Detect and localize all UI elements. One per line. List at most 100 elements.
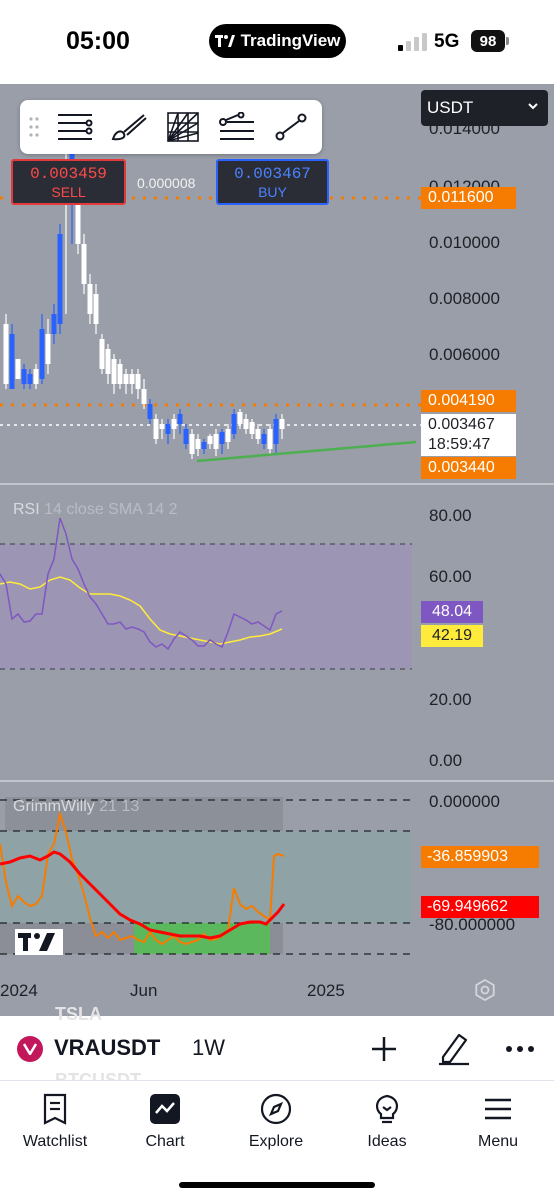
home-indicator <box>179 1182 375 1188</box>
candle-body <box>81 244 87 284</box>
nav-chart[interactable]: Chart <box>115 1091 215 1151</box>
candle-body <box>279 419 285 429</box>
drawing-toolbar <box>20 100 322 154</box>
drag-handle-icon[interactable] <box>20 100 48 154</box>
candle-body <box>255 429 261 439</box>
buy-button[interactable]: 0.003467 BUY <box>216 159 329 205</box>
candle-body <box>117 364 123 384</box>
network-type: 5G <box>434 31 460 52</box>
candle-body <box>261 434 267 444</box>
rsi-axis: 80.00 60.00 20.00 0.00 <box>429 506 472 770</box>
time-label-2024: 2024 <box>0 981 38 1000</box>
candle-body <box>147 404 153 419</box>
gw-teal-zone <box>0 831 412 923</box>
candle-body <box>219 432 225 444</box>
rsi-axis-label: 80.00 <box>429 506 472 525</box>
candle-body <box>213 434 219 449</box>
lower-level-tag: 0.003440 <box>421 457 516 479</box>
rsi-axis-label: 0.00 <box>429 751 462 770</box>
candle-body <box>177 414 183 424</box>
sell-button[interactable]: 0.003459 SELL <box>11 159 126 205</box>
candle-body <box>99 339 105 369</box>
tradingview-pill[interactable]: TradingView <box>209 24 346 58</box>
pen-icon[interactable] <box>437 1030 471 1066</box>
candle-body <box>57 234 63 324</box>
bottom-nav: Watchlist Chart Explore Ideas <box>0 1080 554 1200</box>
add-icon[interactable] <box>369 1034 399 1064</box>
symbol-bar: TSLA VRAUSDT 1W BTCUSDT <box>0 1004 554 1090</box>
gw-green-zone <box>134 923 270 954</box>
nav-explore[interactable]: Explore <box>226 1091 326 1151</box>
candle-body <box>159 424 165 429</box>
candle-body <box>237 412 243 424</box>
rsi-value-tag: 48.04 <box>421 601 483 623</box>
time-label-2025: 2025 <box>307 981 345 1000</box>
candle-body <box>129 374 135 384</box>
candle-body <box>45 334 51 364</box>
rsi-axis-label: 20.00 <box>429 690 472 709</box>
nav-watchlist[interactable]: Watchlist <box>5 1091 105 1151</box>
gann-fan-tool-icon[interactable] <box>156 100 210 154</box>
gw-axis: 0.000000 -80.000000 <box>429 792 515 934</box>
gw-axis-label: -80.000000 <box>429 915 515 934</box>
trend-line-tool-icon[interactable] <box>264 100 318 154</box>
gw-slow-value-tag: -69.949662 <box>421 896 539 918</box>
time-label-jun: Jun <box>130 981 158 1000</box>
symbol-name[interactable]: VRAUSDT <box>54 1035 161 1060</box>
candle-body <box>183 429 189 444</box>
candle-body <box>123 374 129 384</box>
chart-canvas[interactable]: 0.0140000.0120000.0100000.0080000.006000… <box>0 84 554 1016</box>
status-time: 05:00 <box>66 27 130 55</box>
candle-body <box>189 434 195 454</box>
candle-body <box>3 324 9 384</box>
watchlist-icon <box>37 1091 73 1127</box>
rsi-line <box>0 517 283 651</box>
candle-body <box>153 419 159 439</box>
nav-label: Watchlist <box>22 1133 88 1150</box>
cellular-signal-icon <box>398 33 427 51</box>
chart-settings-icon[interactable] <box>474 979 496 1001</box>
rsi-title: RSI <box>13 501 40 518</box>
hamburger-icon <box>480 1091 516 1127</box>
battery-tip <box>506 37 509 45</box>
candle-body <box>273 419 279 444</box>
nav-menu[interactable]: Menu <box>448 1091 548 1151</box>
candle-countdown: 18:59:47 <box>428 436 491 453</box>
candle-body <box>15 359 21 379</box>
candle-body <box>9 334 15 389</box>
candle-body <box>105 349 111 374</box>
fib-retracement-tool-icon[interactable] <box>48 100 102 154</box>
candle-body <box>39 329 45 379</box>
price-axis-label: 0.006000 <box>429 345 500 364</box>
buy-label: BUY <box>258 184 287 200</box>
interval-selector[interactable]: 1W <box>192 1035 225 1060</box>
nav-label: Menu <box>477 1133 519 1150</box>
gw-title-band <box>5 797 283 831</box>
compass-icon <box>258 1091 294 1127</box>
tradingview-watermark-icon <box>15 929 63 955</box>
candle-body <box>33 369 39 384</box>
status-bar: 05:00 TradingView 5G 98 <box>0 0 554 84</box>
pitchfork-tool-icon[interactable] <box>210 100 264 154</box>
upper-level-tag: 0.011600 <box>421 187 516 209</box>
sell-price: 0.003459 <box>30 165 107 183</box>
lightbulb-icon <box>369 1091 405 1127</box>
more-icon[interactable] <box>504 1034 536 1064</box>
currency-select[interactable]: USDT <box>421 90 548 126</box>
battery-icon: 98 <box>471 30 505 52</box>
rsi-legend[interactable]: RSI 14 close SMA 14 2 <box>13 501 178 519</box>
buy-price: 0.003467 <box>234 165 311 183</box>
brush-tool-icon[interactable] <box>102 100 156 154</box>
nav-ideas[interactable]: Ideas <box>337 1091 437 1151</box>
chart-area[interactable]: 0.0140000.0120000.0100000.0080000.006000… <box>0 84 554 1016</box>
price-axis-label: 0.010000 <box>429 233 500 252</box>
rsi-params: 14 close SMA 14 2 <box>44 501 178 518</box>
current-price-tag: 0.003467 18:59:47 <box>421 414 516 456</box>
tradingview-logo-icon <box>214 35 235 47</box>
gw-legend[interactable]: GrimmWilly 21 13 <box>13 798 139 816</box>
chevron-down-icon <box>528 103 538 110</box>
candle-body <box>51 314 57 334</box>
candle-body <box>207 436 213 444</box>
trend-line <box>196 440 417 463</box>
app-pill-label: TradingView <box>240 31 341 50</box>
